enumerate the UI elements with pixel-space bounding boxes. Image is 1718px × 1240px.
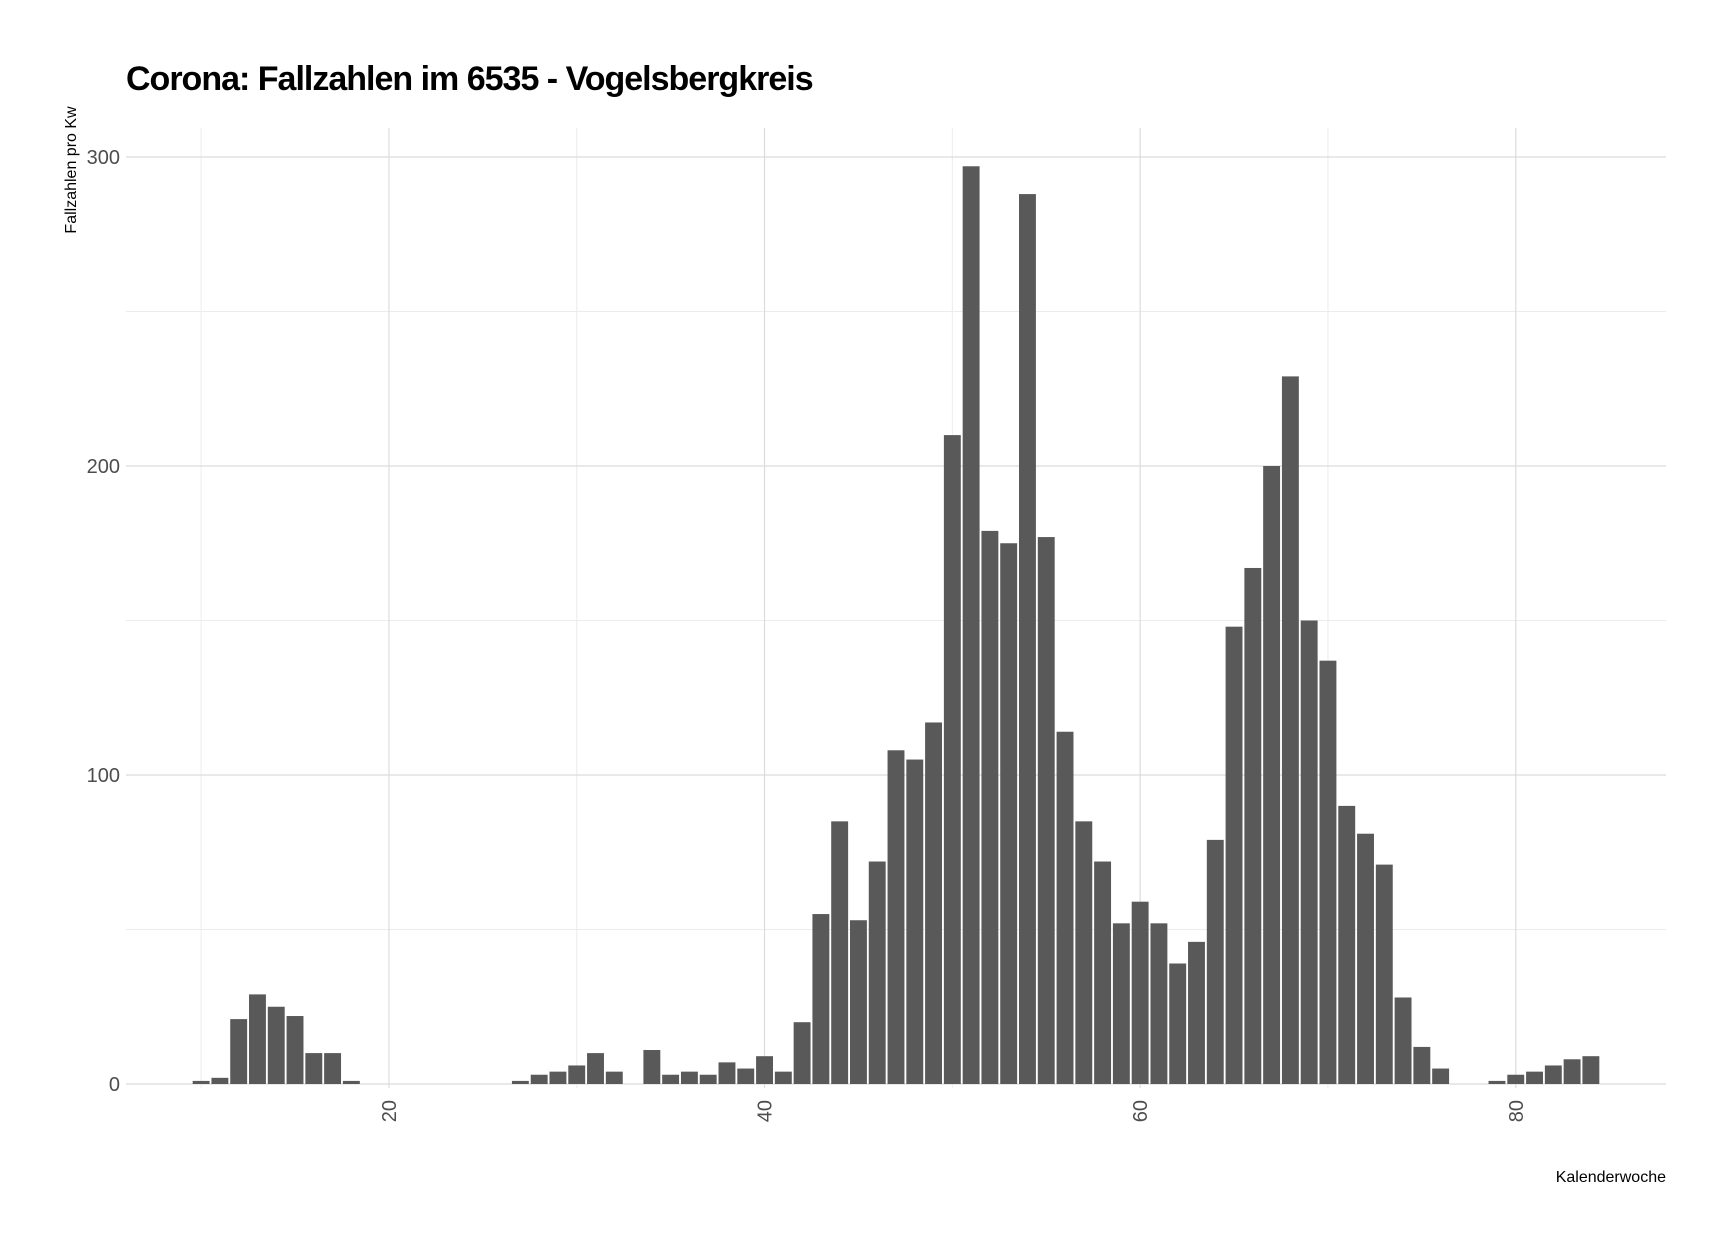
bar [1563,1059,1581,1084]
bar [756,1056,773,1084]
bar [1244,567,1262,1084]
bar [1338,805,1356,1084]
bar [1019,194,1036,1084]
bar [680,1071,698,1084]
bar [1206,839,1224,1084]
bar [587,1053,604,1084]
x-tick-label: 20 [379,1100,401,1122]
bars [192,166,1600,1085]
bar [643,1050,661,1084]
bar [1225,626,1243,1084]
bar [1188,941,1205,1084]
bar [211,1077,229,1084]
x-tick-label: 60 [1130,1100,1152,1122]
bar [1056,731,1074,1084]
bar [605,1071,623,1084]
x-tick-label: 80 [1506,1100,1528,1122]
bar [1488,1080,1506,1084]
bar [1131,901,1149,1084]
bar [342,1080,360,1084]
bar [1150,923,1168,1084]
bar [1000,543,1018,1084]
bar [1075,821,1093,1084]
bar [324,1053,342,1084]
bar [530,1074,548,1084]
y-tick-label: 100 [87,765,120,787]
bar [1169,963,1187,1084]
bar [511,1080,529,1084]
bar [943,435,961,1085]
bar [192,1080,210,1084]
bar [887,750,905,1084]
bar [1544,1065,1562,1084]
x-tick-label: 40 [755,1100,777,1122]
y-tick-label: 0 [109,1074,120,1096]
bar [249,994,266,1084]
bar [1112,923,1130,1084]
bar [831,821,849,1084]
bar [849,920,867,1084]
bar [1432,1068,1450,1084]
bar [962,166,980,1084]
bar [1394,997,1412,1084]
chart-title: Corona: Fallzahlen im 6535 - Vogelsbergk… [126,60,813,98]
bar [1037,537,1055,1084]
bar [549,1071,567,1084]
bar [718,1062,736,1084]
bar [1526,1071,1543,1084]
bar [1319,660,1337,1084]
bar [1582,1056,1600,1084]
bar [737,1068,755,1084]
bar [1357,833,1374,1084]
bar [568,1065,586,1084]
bar [230,1019,248,1084]
bar [925,722,943,1084]
bar [1375,864,1393,1084]
bar [1094,861,1112,1084]
bar [981,530,999,1084]
bar [1281,376,1299,1084]
x-axis-label: Kalenderwoche [1556,1169,1666,1186]
bar [699,1074,717,1084]
bar [267,1006,285,1084]
bar [906,759,924,1084]
bar [286,1016,304,1084]
bar [305,1053,323,1084]
bar [1300,620,1318,1084]
bar [662,1074,680,1084]
y-tick-label: 200 [87,456,120,478]
bar [1263,466,1281,1084]
y-axis-ticks: 0 100 200 300 [87,147,120,1096]
bar [1413,1046,1431,1084]
bar [812,914,830,1084]
y-axis-label: Fallzahlen pro Kw [63,106,80,234]
bar [774,1071,792,1084]
bar [868,861,886,1084]
bar [793,1022,811,1084]
y-tick-label: 300 [87,147,120,169]
bar [1507,1074,1525,1084]
x-axis-ticks: 20 40 60 80 [379,1100,1528,1122]
